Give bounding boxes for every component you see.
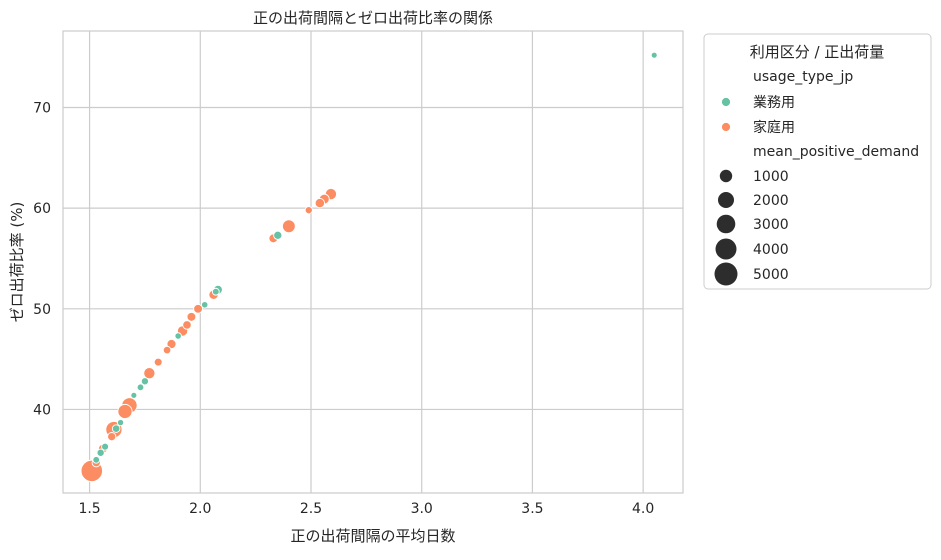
- legend-hue-label-1: 業務用: [753, 95, 795, 111]
- y-tick-label: 40: [33, 402, 51, 418]
- x-tick-label: 4.0: [632, 501, 654, 517]
- data-point: [143, 367, 156, 380]
- legend-size-label-1: 1000: [753, 169, 789, 185]
- legend-title: 利用区分 / 正出荷量: [750, 43, 885, 61]
- legend-size-title: mean_positive_demand: [753, 144, 919, 160]
- data-point: [182, 320, 192, 330]
- data-point: [130, 391, 138, 399]
- data-point: [193, 303, 203, 314]
- legend-size-label-5: 5000: [753, 267, 789, 283]
- data-point: [201, 301, 209, 309]
- data-point: [140, 377, 150, 386]
- x-tick-label: 3.0: [411, 501, 433, 517]
- legend-size-marker-4: [715, 238, 737, 260]
- x-tick-label: 2.0: [189, 501, 211, 517]
- legend-size-marker-1: [719, 169, 733, 183]
- legend-size-label-3: 3000: [753, 217, 789, 233]
- legend-hue-marker-2: [721, 122, 731, 132]
- grid-layer: [63, 31, 683, 493]
- point-layer: [80, 51, 658, 483]
- legend-box: [703, 33, 932, 290]
- data-point: [153, 357, 163, 367]
- data-point: [166, 339, 177, 350]
- tick-layer: 1.5 2.0 2.5 3.0 3.5 4.0 40 50 60 70: [33, 100, 654, 517]
- y-tick-label: 50: [33, 302, 51, 318]
- data-point: [174, 332, 182, 340]
- data-point: [136, 383, 145, 392]
- data-point: [96, 448, 105, 457]
- x-tick-label: 2.5: [300, 501, 322, 517]
- y-axis-label: ゼロ出荷比率 (%): [8, 202, 26, 323]
- legend: 利用区分 / 正出荷量 usage_type_jp 業務用 家庭用 mean_p…: [703, 33, 932, 290]
- data-point: [186, 311, 197, 322]
- legend-size-marker-3: [716, 214, 736, 234]
- data-point: [111, 424, 121, 433]
- data-point: [92, 455, 101, 464]
- x-axis-label: 正の出荷間隔の平均日数: [290, 527, 455, 545]
- chart-title: 正の出荷間隔とゼロ出荷比率の関係: [253, 9, 493, 27]
- data-point: [273, 230, 283, 240]
- data-point: [117, 403, 133, 420]
- y-tick-label: 70: [33, 100, 51, 116]
- legend-hue-label-2: 家庭用: [753, 119, 795, 136]
- x-tick-label: 1.5: [78, 501, 100, 517]
- legend-size-marker-2: [718, 192, 734, 208]
- data-point: [116, 418, 125, 427]
- legend-size-marker-5: [714, 262, 738, 286]
- data-point: [107, 432, 117, 442]
- legend-size-label-2: 2000: [753, 193, 789, 209]
- plot-area: [62, 30, 684, 494]
- data-point: [101, 442, 110, 451]
- data-point: [162, 345, 172, 355]
- legend-hue-title: usage_type_jp: [753, 69, 853, 85]
- legend-size-label-4: 4000: [753, 242, 789, 258]
- data-point: [304, 206, 313, 215]
- data-point: [650, 51, 658, 59]
- legend-hue-marker-1: [721, 97, 731, 107]
- data-point: [211, 287, 220, 296]
- x-tick-label: 3.5: [521, 501, 543, 517]
- data-point: [314, 197, 326, 209]
- data-point: [281, 219, 296, 234]
- y-tick-label: 60: [33, 201, 51, 217]
